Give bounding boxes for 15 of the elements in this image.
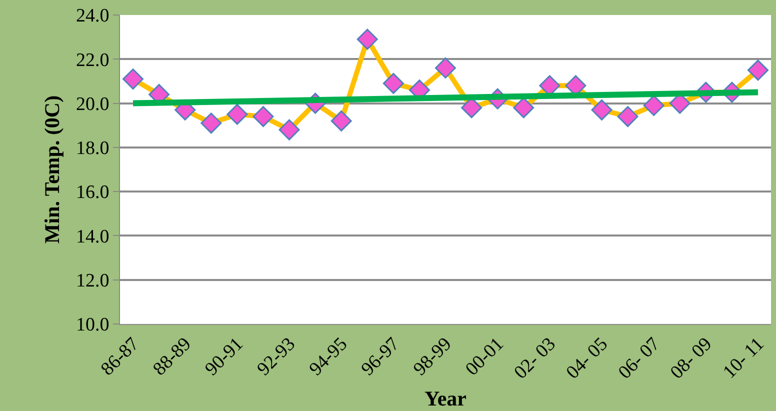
y-tick-label: 22.0	[76, 50, 110, 71]
y-tick-label: 10.0	[76, 314, 110, 336]
x-tick-label: 02- 03	[510, 334, 560, 384]
y-tick-label: 18.0	[76, 138, 110, 160]
x-tick-label: 08- 09	[666, 334, 716, 384]
x-axis-title: Year	[424, 386, 466, 410]
y-tick-label: 20.0	[76, 94, 110, 115]
x-tick-label: 04- 05	[562, 334, 612, 384]
x-tick-label: 06- 07	[614, 334, 664, 384]
x-tick-label: 10- 11	[719, 334, 768, 383]
y-tick-label: 12.0	[76, 270, 110, 292]
y-tick-label: 16.0	[76, 182, 110, 204]
y-axis-title: Min. Temp. (0C)	[40, 95, 64, 244]
y-tick-label: 24.0	[76, 6, 110, 27]
y-tick-label: 14.0	[76, 226, 110, 248]
